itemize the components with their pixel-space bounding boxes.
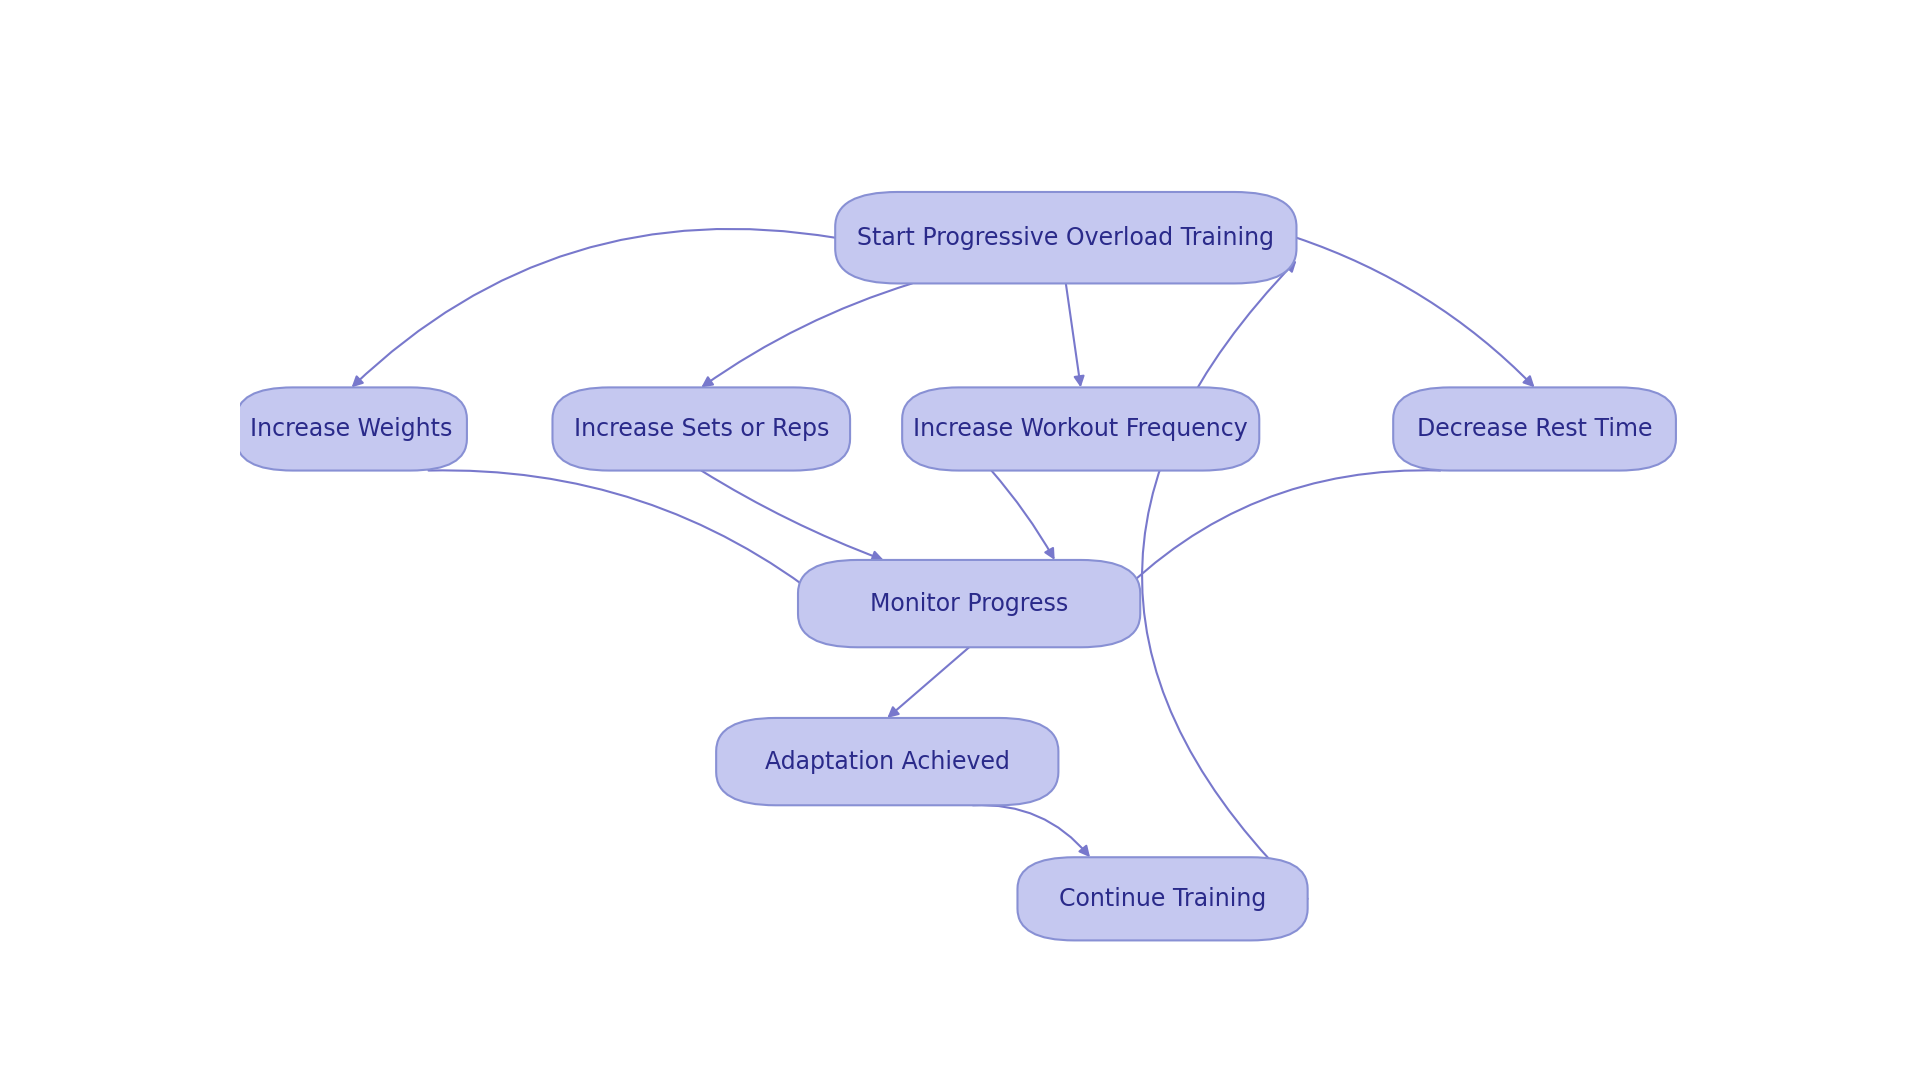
- FancyBboxPatch shape: [553, 388, 851, 471]
- FancyBboxPatch shape: [902, 388, 1260, 471]
- FancyBboxPatch shape: [835, 192, 1296, 283]
- FancyBboxPatch shape: [236, 388, 467, 471]
- FancyBboxPatch shape: [1394, 388, 1676, 471]
- Text: Adaptation Achieved: Adaptation Achieved: [764, 750, 1010, 773]
- Text: Decrease Rest Time: Decrease Rest Time: [1417, 417, 1653, 441]
- FancyBboxPatch shape: [799, 559, 1140, 647]
- Text: Increase Sets or Reps: Increase Sets or Reps: [574, 417, 829, 441]
- Text: Continue Training: Continue Training: [1060, 887, 1265, 910]
- Text: Increase Weights: Increase Weights: [250, 417, 453, 441]
- Text: Increase Workout Frequency: Increase Workout Frequency: [914, 417, 1248, 441]
- Text: Start Progressive Overload Training: Start Progressive Overload Training: [858, 226, 1275, 249]
- FancyBboxPatch shape: [1018, 858, 1308, 941]
- Text: Monitor Progress: Monitor Progress: [870, 592, 1068, 616]
- FancyBboxPatch shape: [716, 718, 1058, 806]
